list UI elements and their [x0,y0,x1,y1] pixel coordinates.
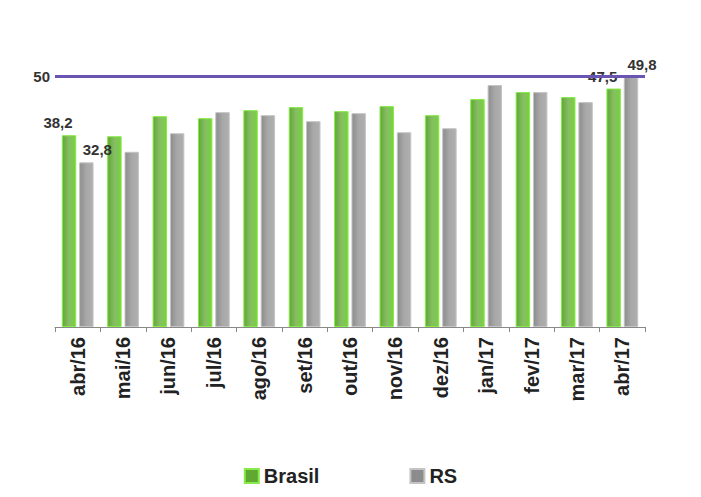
svg-text:mai/16: mai/16 [112,337,134,399]
svg-text:abr/17: abr/17 [611,337,633,396]
svg-text:jan/17: jan/17 [475,337,497,395]
svg-text:38,2: 38,2 [43,114,72,131]
svg-text:mar/17: mar/17 [566,337,588,402]
svg-text:jul/16: jul/16 [203,337,225,389]
svg-text:out/16: out/16 [339,337,361,396]
svg-text:fev/17: fev/17 [521,337,543,394]
svg-text:jun/16: jun/16 [157,337,179,396]
svg-text:nov/16: nov/16 [384,337,406,400]
svg-text:RS: RS [429,465,457,487]
svg-text:dez/16: dez/16 [430,337,452,398]
svg-text:ago/16: ago/16 [248,337,270,400]
svg-text:abr/16: abr/16 [67,337,89,396]
svg-text:47,5: 47,5 [588,67,618,85]
svg-text:Brasil: Brasil [264,465,320,487]
svg-text:49,8: 49,8 [627,56,656,73]
svg-text:set/16: set/16 [294,337,316,394]
svg-text:50: 50 [33,68,50,85]
svg-text:32,8: 32,8 [83,141,112,158]
